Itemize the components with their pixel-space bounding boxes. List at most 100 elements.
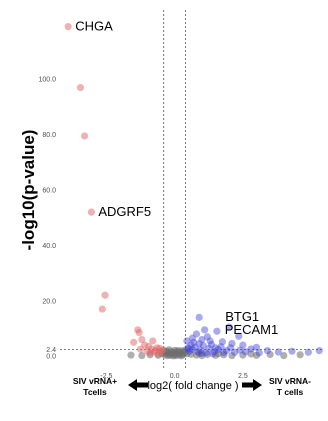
siv-vrna-neg-point [207,340,216,349]
siv-vrna-neg-point [186,347,194,355]
siv-vrna-pos-point [80,132,89,140]
siv-vrna-neg-point [209,350,217,358]
siv-vrna-pos-point [158,346,166,354]
y-tick-label: 2.4 [46,347,56,354]
siv-vrna-neg-point [225,323,233,331]
siv-vrna-neg-point [315,347,323,355]
x-tick-label: 0.0 [170,373,180,380]
siv-vrna-pos-point [76,83,85,92]
siv-vrna-neg-point [255,349,263,357]
siv-vrna-neg-point [187,341,195,349]
y-tick-label: 100.0 [38,77,56,84]
nonsignificant-point [203,350,211,359]
siv-vrna-neg-point [206,337,214,345]
siv-vrna-neg-point [202,349,210,357]
gene-label: BTG1 [225,309,259,324]
y-tick-label: 40.0 [42,243,56,250]
nonsignificant-point [214,350,222,358]
y-tick-label: 60.0 [42,188,56,195]
siv-vrna-pos-point [138,335,146,344]
siv-vrna-neg-point [188,334,196,342]
nonsignificant-point [252,351,261,359]
siv-vrna-neg-point [196,346,205,354]
siv-vrna-neg-point [198,349,206,357]
siv-vrna-neg-point [304,348,312,356]
siv-vrna-neg-point [217,343,225,351]
x-tick-label: 2.5 [238,373,248,380]
nonsignificant-point [280,352,288,360]
siv-vrna-pos-point [64,23,72,31]
x-tick-label: -2.5 [100,373,112,380]
siv-vrna-neg-point [183,337,191,345]
siv-vrna-neg-point [199,342,207,350]
x-axis-label: log2( fold change ) [147,380,238,392]
y-tick-label: 20.0 [42,298,56,305]
nonsignificant-point [220,351,228,359]
siv-vrna-neg-point [210,348,218,356]
siv-vrna-neg-point [218,338,226,346]
y-axis-title: -log10(p-value) [19,130,38,251]
right-direction-label-line2: T cells [277,387,304,397]
nonsignificant-point [165,346,173,354]
siv-vrna-neg-point [184,344,192,352]
siv-vrna-neg-point [191,343,199,351]
nonsignificant-point [172,348,180,356]
siv-vrna-pos-point [98,305,106,313]
siv-vrna-neg-point [247,345,255,353]
siv-vrna-neg-point [211,344,220,352]
siv-vrna-neg-point [195,313,203,321]
y-tick-label: 80.0 [42,132,56,139]
nonsignificant-point [181,346,189,354]
siv-vrna-neg-point [184,345,192,353]
x-axis-area: SIV vRNA+ Tcells log2( fold change ) SIV… [73,376,311,397]
siv-vrna-neg-point [192,330,201,338]
siv-vrna-neg-point [236,346,244,354]
left-direction-label-line2: Tcells [83,387,107,397]
y-axis-label: -log10(p-value) [19,130,38,251]
nonsignificant-point [239,351,247,359]
siv-vrna-neg-point [220,348,228,357]
siv-vrna-pos-point [101,291,109,299]
nonsignificant-point [228,352,236,360]
siv-vrna-neg-point [222,347,231,355]
left-direction-label-line1: SIV vRNA+ [73,376,117,386]
siv-vrna-neg-point [190,338,198,346]
gene-label: CHGA [75,19,113,34]
siv-vrna-neg-point [195,340,203,348]
gene-label: PECAM1 [225,322,278,337]
nonsignificant-point [138,352,146,360]
siv-vrna-pos-point [146,349,154,357]
siv-vrna-neg-point [239,341,247,349]
siv-vrna-neg-point [226,344,235,352]
nonsignificant-point [195,349,203,357]
siv-vrna-pos-point [136,345,145,353]
siv-vrna-neg-point [203,333,211,341]
siv-vrna-neg-point [194,348,202,356]
siv-vrna-neg-point [241,348,250,356]
y-tick-label: 0.0 [46,354,56,361]
siv-vrna-neg-point [228,339,236,348]
siv-vrna-neg-point [213,327,221,335]
nonsignificant-point [247,350,255,358]
siv-vrna-neg-point [252,343,261,351]
siv-vrna-neg-point [263,347,272,355]
nonsignificant-point [296,351,304,359]
siv-vrna-neg-point [205,344,213,352]
siv-vrna-neg-point [214,345,222,354]
siv-vrna-neg-point [231,348,239,356]
siv-vrna-neg-point [288,347,296,355]
siv-vrna-pos-point [151,347,160,355]
right-arrow-icon [242,379,262,391]
gene-label: ADGRF5 [98,204,151,219]
siv-vrna-neg-point [201,326,209,334]
siv-vrna-neg-point [188,345,196,353]
siv-vrna-neg-point [235,332,243,340]
siv-vrna-pos-point [130,338,138,346]
threshold-lines [60,10,322,370]
right-direction-label-line1: SIV vRNA- [269,376,311,386]
siv-vrna-pos-point [87,208,95,216]
siv-vrna-neg-point [274,348,282,356]
siv-vrna-pos-point [149,337,157,345]
